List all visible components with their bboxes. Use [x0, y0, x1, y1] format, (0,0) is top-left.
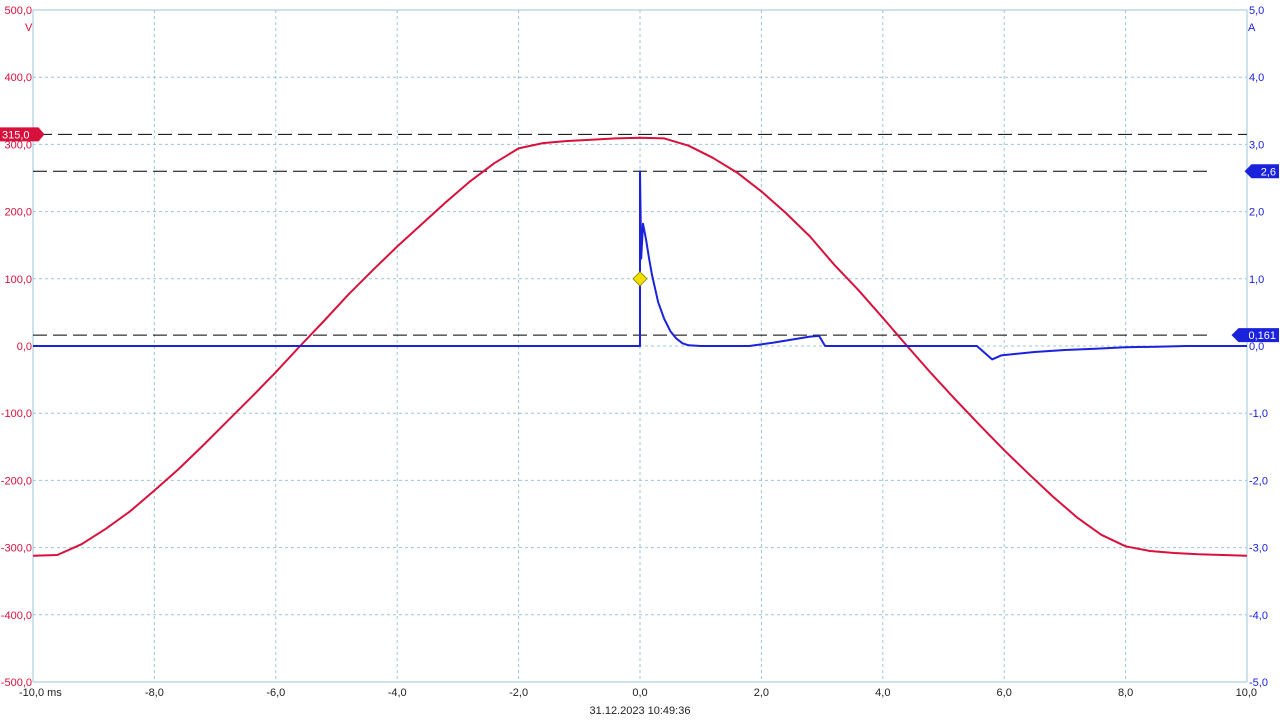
right-axis-unit: A: [1248, 22, 1256, 34]
x-tick-label: 2,0: [754, 687, 769, 699]
right-tick-label: 2,0: [1249, 207, 1264, 219]
x-tick-label: -2,0: [509, 687, 528, 699]
cursor-tag-current: [1231, 328, 1279, 343]
x-tick-label: -10,0 ms: [19, 687, 62, 699]
x-tick-label: -4,0: [388, 687, 407, 699]
left-tick-label: 300,0: [4, 139, 32, 151]
cursor-tag-current: [1244, 164, 1279, 179]
x-axis-labels: -10,0 ms -8,0 -6,0 -4,0 -2,0 0,0 2,0 4,0 6,0 8,0 1…: [19, 687, 1257, 699]
left-tick-label: 400,0: [4, 72, 32, 84]
right-tick-label: 1,0: [1249, 274, 1264, 286]
right-tick-label: -4,0: [1249, 610, 1268, 622]
left-tick-label: 500,0: [4, 5, 32, 17]
cursor-tag-voltage-label: 315,0: [2, 129, 30, 141]
series-traces: [32, 136, 1248, 557]
x-tick-label: -6,0: [266, 687, 285, 699]
x-tick-label: 10,0: [1236, 687, 1257, 699]
x-tick-label: -8,0: [145, 687, 164, 699]
right-tick-label: 4,0: [1249, 72, 1264, 84]
right-tick-label: 5,0: [1249, 5, 1264, 17]
x-tick-label: 8,0: [1118, 687, 1133, 699]
x-tick-label: 6,0: [997, 687, 1012, 699]
trigger-diamond: [632, 271, 648, 287]
current-trace: [33, 170, 1247, 361]
voltage-trace: [32, 136, 1248, 557]
cursor-tag-voltage: [0, 127, 45, 142]
cursor-lines[interactable]: 315,0 2,6 0,161: [0, 127, 1279, 343]
x-tick-label: 4,0: [875, 687, 890, 699]
left-tick-label: -200,0: [1, 475, 32, 487]
right-tick-label: -3,0: [1249, 543, 1268, 555]
right-tick-label: 3,0: [1249, 139, 1264, 151]
timestamp: 31.12.2023 10:49:36: [590, 705, 691, 717]
left-tick-label: -400,0: [1, 610, 32, 622]
left-axis-labels: 500,0 400,0 300,0 200,0 100,0 0,0 -100,0 -200,0…: [1, 5, 32, 689]
right-axis-labels: 5,0 4,0 3,0 2,0 1,0 0,0 -1,0 -2,0 -3,0 -4,0 -5,0: [1249, 5, 1268, 689]
trigger-marker[interactable]: [632, 271, 648, 287]
left-tick-label: -300,0: [1, 543, 32, 555]
cursor-tag-current-label: 0,161: [1248, 330, 1276, 342]
left-axis-unit: V: [25, 22, 33, 34]
left-tick-label: -100,0: [1, 408, 32, 420]
right-tick-label: -5,0: [1249, 677, 1268, 689]
left-tick-label: 100,0: [4, 274, 32, 286]
x-tick-label: 0,0: [632, 687, 647, 699]
right-tick-label: 0,0: [1249, 341, 1264, 353]
left-tick-label: 0,0: [17, 341, 32, 353]
right-tick-label: -2,0: [1249, 475, 1268, 487]
left-tick-label: 200,0: [4, 207, 32, 219]
right-tick-label: -1,0: [1249, 408, 1268, 420]
cursor-tag-current-label: 2,6: [1261, 166, 1276, 178]
left-tick-label: -500,0: [1, 677, 32, 689]
